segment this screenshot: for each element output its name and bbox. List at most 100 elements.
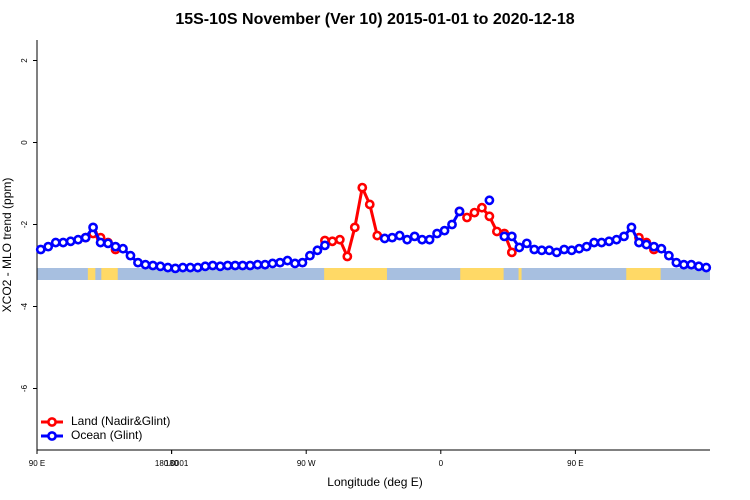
data-point xyxy=(379,233,390,244)
data-point xyxy=(357,182,368,193)
data-point xyxy=(125,250,136,261)
data-point xyxy=(678,259,689,270)
data-point xyxy=(162,262,173,273)
data-point xyxy=(80,232,91,243)
data-point xyxy=(604,236,614,247)
legend-label: Land (Nadir&Glint) xyxy=(71,414,170,428)
legend-label: Ocean (Glint) xyxy=(71,428,142,442)
data-point xyxy=(297,257,308,268)
data-point xyxy=(701,262,712,273)
data-point xyxy=(439,225,450,236)
data-point xyxy=(626,222,637,233)
data-point xyxy=(327,236,338,247)
data-point xyxy=(215,261,226,272)
data-point xyxy=(185,262,196,273)
x-tick-label: 90 E xyxy=(29,459,45,468)
data-point xyxy=(641,239,652,250)
land-span xyxy=(324,268,387,280)
data-point xyxy=(192,262,203,273)
data-point xyxy=(589,237,599,248)
data-point xyxy=(663,250,674,261)
x-tick-label: 0 xyxy=(439,459,444,468)
data-point xyxy=(506,247,517,258)
data-point xyxy=(581,241,592,252)
data-point xyxy=(222,260,233,271)
data-point xyxy=(656,243,667,254)
data-point xyxy=(305,250,315,261)
x-axis-label: Longitude (deg E) xyxy=(327,475,422,489)
data-point xyxy=(559,244,570,255)
data-point xyxy=(544,245,555,256)
data-point xyxy=(200,261,211,272)
data-point xyxy=(387,232,398,243)
data-point xyxy=(529,244,540,255)
data-point xyxy=(491,226,502,237)
y-axis-label: XCO2 - MLO trend (ppm) xyxy=(0,178,14,313)
data-point xyxy=(596,237,607,248)
data-point xyxy=(73,234,84,245)
data-point xyxy=(118,243,128,254)
data-point xyxy=(536,245,547,256)
data-point xyxy=(282,255,293,266)
data-point xyxy=(267,258,278,269)
data-point xyxy=(177,262,188,273)
data-point xyxy=(252,259,263,270)
data-point xyxy=(245,260,256,271)
data-point xyxy=(88,222,98,233)
data-point xyxy=(334,234,345,245)
data-point xyxy=(43,241,54,252)
data-point xyxy=(230,260,241,271)
data-point xyxy=(484,211,495,222)
data-point xyxy=(50,237,61,248)
data-point xyxy=(611,234,622,245)
series-line xyxy=(84,182,655,262)
land-span xyxy=(87,268,96,280)
data-point xyxy=(155,261,166,272)
data-point xyxy=(409,231,420,242)
data-point xyxy=(95,237,106,248)
y-tick-label: 2 xyxy=(20,58,29,63)
legend-marker xyxy=(47,417,57,427)
data-point xyxy=(469,207,480,218)
data-point xyxy=(686,259,697,270)
data-point xyxy=(372,230,383,241)
data-point xyxy=(514,242,525,253)
data-point xyxy=(319,240,330,251)
data-point xyxy=(103,238,113,249)
data-point xyxy=(506,231,517,242)
y-tick-label: -4 xyxy=(20,302,29,310)
data-point xyxy=(170,263,181,274)
data-point xyxy=(35,244,46,255)
data-point xyxy=(417,234,428,245)
data-point xyxy=(237,260,248,271)
data-point xyxy=(65,236,76,247)
data-point xyxy=(260,259,270,270)
data-point xyxy=(462,212,472,223)
land-span xyxy=(460,268,504,280)
data-point xyxy=(477,202,487,213)
data-point xyxy=(671,257,682,268)
data-point xyxy=(110,241,121,252)
data-point xyxy=(394,230,405,241)
y-tick-label: -6 xyxy=(20,384,29,392)
y-tick-label: -2 xyxy=(20,220,29,228)
data-point xyxy=(634,237,644,248)
data-point xyxy=(619,231,629,242)
data-point xyxy=(207,260,218,271)
y-tick-label: 0 xyxy=(20,140,29,145)
data-point xyxy=(649,241,659,252)
x-tick-label: 180.0001 xyxy=(155,459,189,468)
data-point xyxy=(454,206,465,217)
data-point xyxy=(312,245,323,256)
data-point xyxy=(349,222,360,233)
data-point xyxy=(693,261,704,272)
data-point xyxy=(574,243,585,254)
land-span xyxy=(101,268,118,280)
data-point xyxy=(148,260,158,271)
data-point xyxy=(342,251,353,262)
data-point xyxy=(447,219,457,230)
data-point xyxy=(432,228,442,239)
data-point xyxy=(58,237,69,248)
data-point xyxy=(402,234,413,245)
